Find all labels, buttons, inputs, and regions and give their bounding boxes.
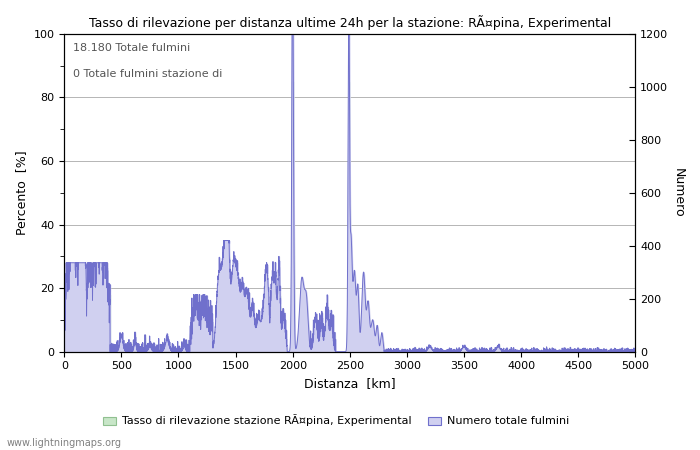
Text: 18.180 Totale fulmini: 18.180 Totale fulmini xyxy=(73,44,190,54)
Text: www.lightningmaps.org: www.lightningmaps.org xyxy=(7,438,122,448)
Title: Tasso di rilevazione per distanza ultime 24h per la stazione: RÃ¤pina, Experimen: Tasso di rilevazione per distanza ultime… xyxy=(89,15,611,30)
Text: 0 Totale fulmini stazione di: 0 Totale fulmini stazione di xyxy=(73,69,222,79)
X-axis label: Distanza  [km]: Distanza [km] xyxy=(304,377,396,390)
Legend: Tasso di rilevazione stazione RÃ¤pina, Experimental, Numero totale fulmini: Tasso di rilevazione stazione RÃ¤pina, E… xyxy=(99,410,573,431)
Y-axis label: Percento  [%]: Percento [%] xyxy=(15,150,28,235)
Y-axis label: Numero: Numero xyxy=(672,168,685,218)
